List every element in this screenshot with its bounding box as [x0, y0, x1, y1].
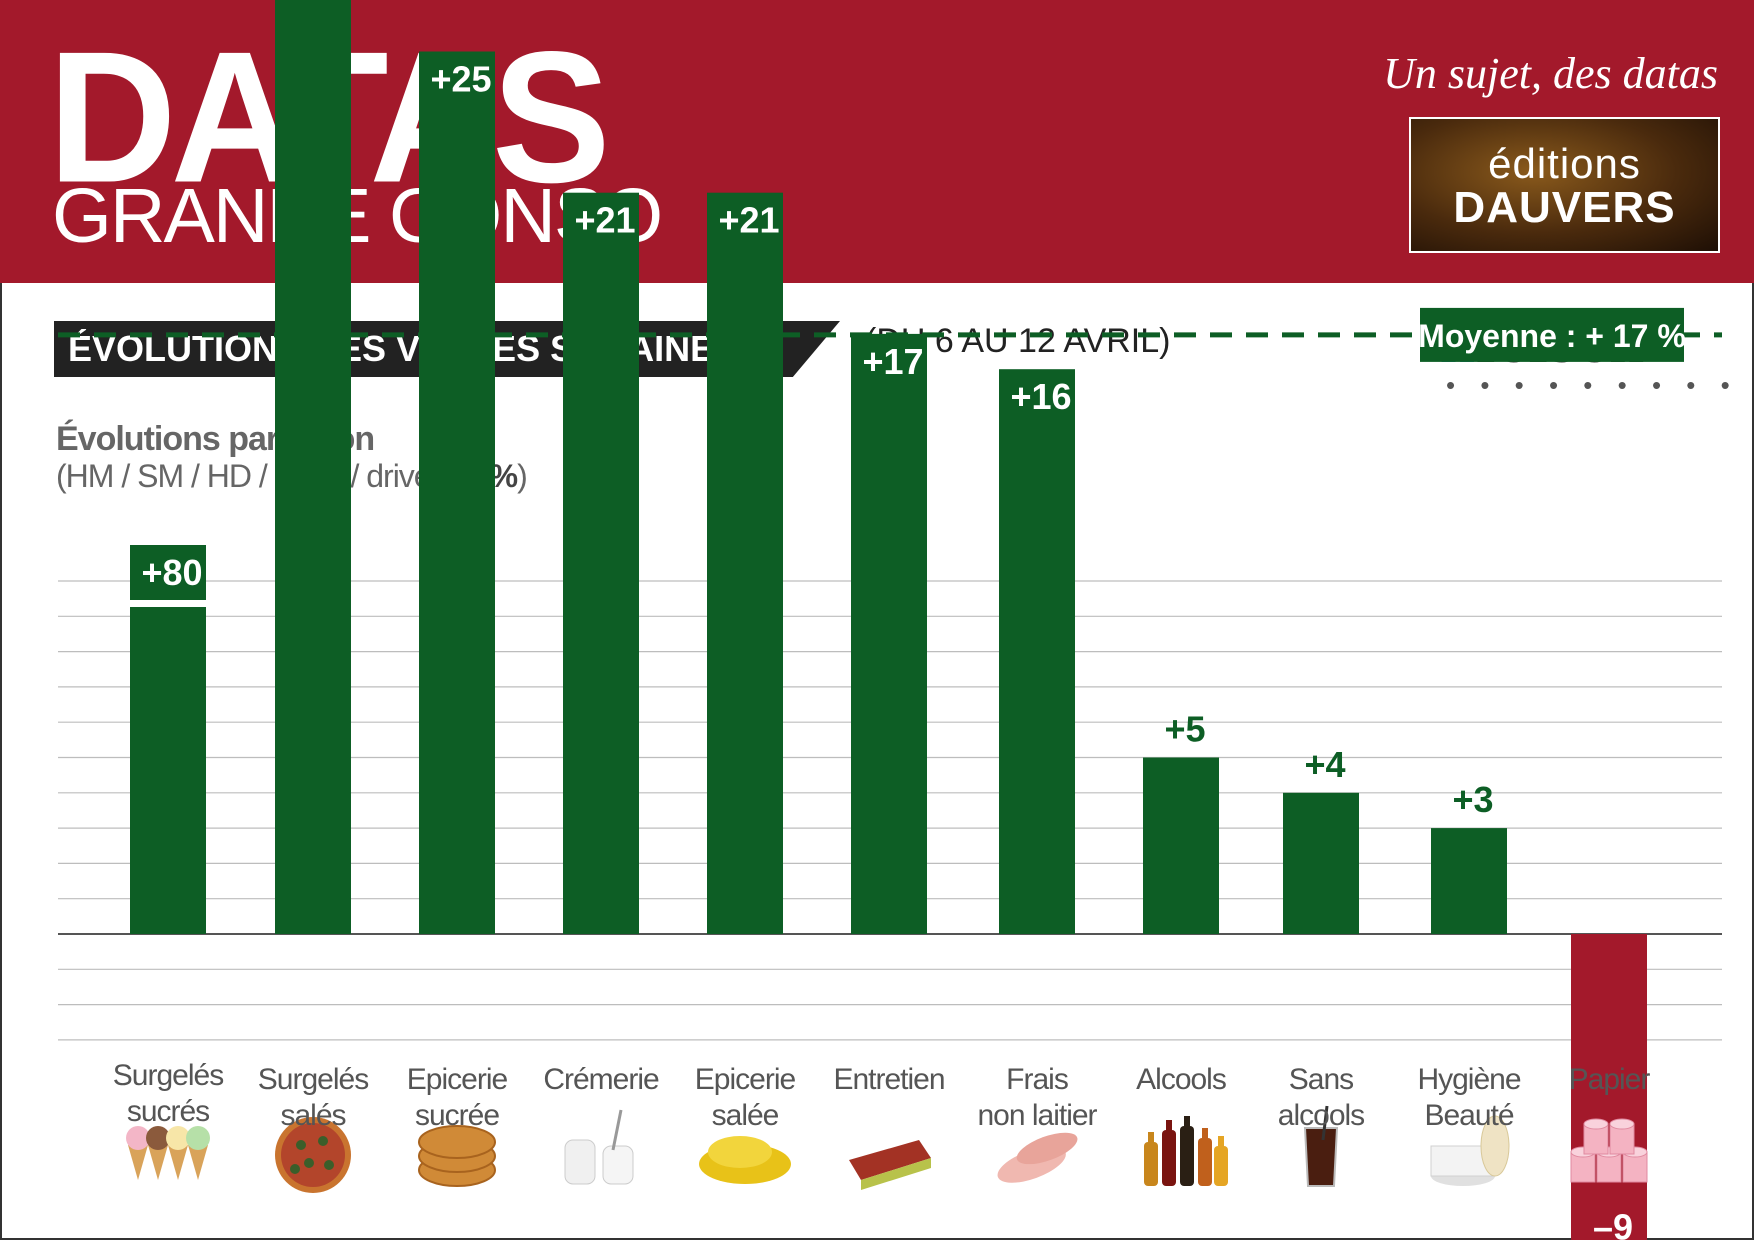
soda-glass-icon — [1303, 1105, 1339, 1187]
subtitle-prefix: (HM / SM / HD / Proxi / drive, — [56, 458, 447, 494]
toilet-paper-icon — [1570, 1118, 1648, 1183]
data-label: +25 — [430, 59, 491, 100]
category-label: Surgelés sucrés — [112, 1059, 224, 1128]
category-label: Papier — [1568, 1063, 1651, 1096]
bar — [999, 369, 1075, 934]
data-label: +17 — [862, 341, 923, 382]
pasta-icon — [699, 1136, 791, 1184]
publisher-logo: éditions DAUVERS — [1409, 117, 1720, 253]
axis-break — [128, 600, 208, 607]
bar — [851, 333, 927, 934]
data-label: +21 — [718, 200, 779, 241]
data-label: –9 — [1593, 1207, 1633, 1240]
data-label: +5 — [1164, 709, 1205, 750]
subtitle-suffix: ) — [517, 458, 528, 494]
bar — [275, 0, 351, 934]
nielsen-dots: • • • • • • • • • — [1446, 370, 1739, 400]
ice-cream-cones-icon — [126, 1126, 210, 1180]
data-label: +16 — [1010, 376, 1071, 417]
data-label: +4 — [1304, 744, 1345, 785]
bar — [1431, 828, 1507, 934]
bar-label-stub — [130, 545, 206, 601]
category-label: Sans alcools — [1277, 1063, 1365, 1132]
brand-subtitle: GRANDE CONSO — [52, 173, 663, 259]
pizza-icon — [275, 1117, 351, 1193]
bar — [130, 607, 206, 934]
sponge-icon — [849, 1140, 931, 1190]
cookies-icon — [418, 1125, 496, 1187]
average-label: Moyenne : + 17 % — [1418, 318, 1686, 354]
ham-slices-icon — [997, 1132, 1078, 1183]
data-label: +21 — [574, 200, 635, 241]
data-label: +80 — [141, 552, 202, 593]
chart-subtitle: (HM / SM / HD / Proxi / drive, en %) — [56, 458, 528, 495]
data-label: +3 — [1452, 779, 1493, 820]
category-label: Epicerie sucrée — [406, 1063, 508, 1132]
bar — [1143, 757, 1219, 934]
category-label: Frais non laitier — [977, 1063, 1097, 1132]
category-label: Alcools — [1136, 1063, 1227, 1096]
category-label: Surgelés salés — [257, 1063, 369, 1132]
content-frame — [0, 283, 1754, 1240]
bar — [1571, 934, 1647, 1240]
publisher-line2: DAUVERS — [1453, 183, 1676, 232]
bar — [707, 192, 783, 934]
category-label: Hygiène Beauté — [1417, 1063, 1521, 1132]
publisher-line1: éditions — [1488, 140, 1641, 187]
bar — [419, 51, 495, 934]
category-label: Crémerie — [543, 1063, 659, 1096]
tagline: Un sujet, des datas — [1383, 49, 1718, 98]
category-label: Epicerie salée — [694, 1063, 796, 1132]
liquor-bottles-icon — [1144, 1116, 1228, 1186]
yogurt-icon — [564, 1109, 634, 1185]
bar — [1283, 792, 1359, 934]
category-label: Entretien — [833, 1063, 945, 1096]
bar — [563, 192, 639, 934]
average-label-box — [1420, 307, 1684, 362]
cream-jar-icon — [1430, 1115, 1510, 1186]
